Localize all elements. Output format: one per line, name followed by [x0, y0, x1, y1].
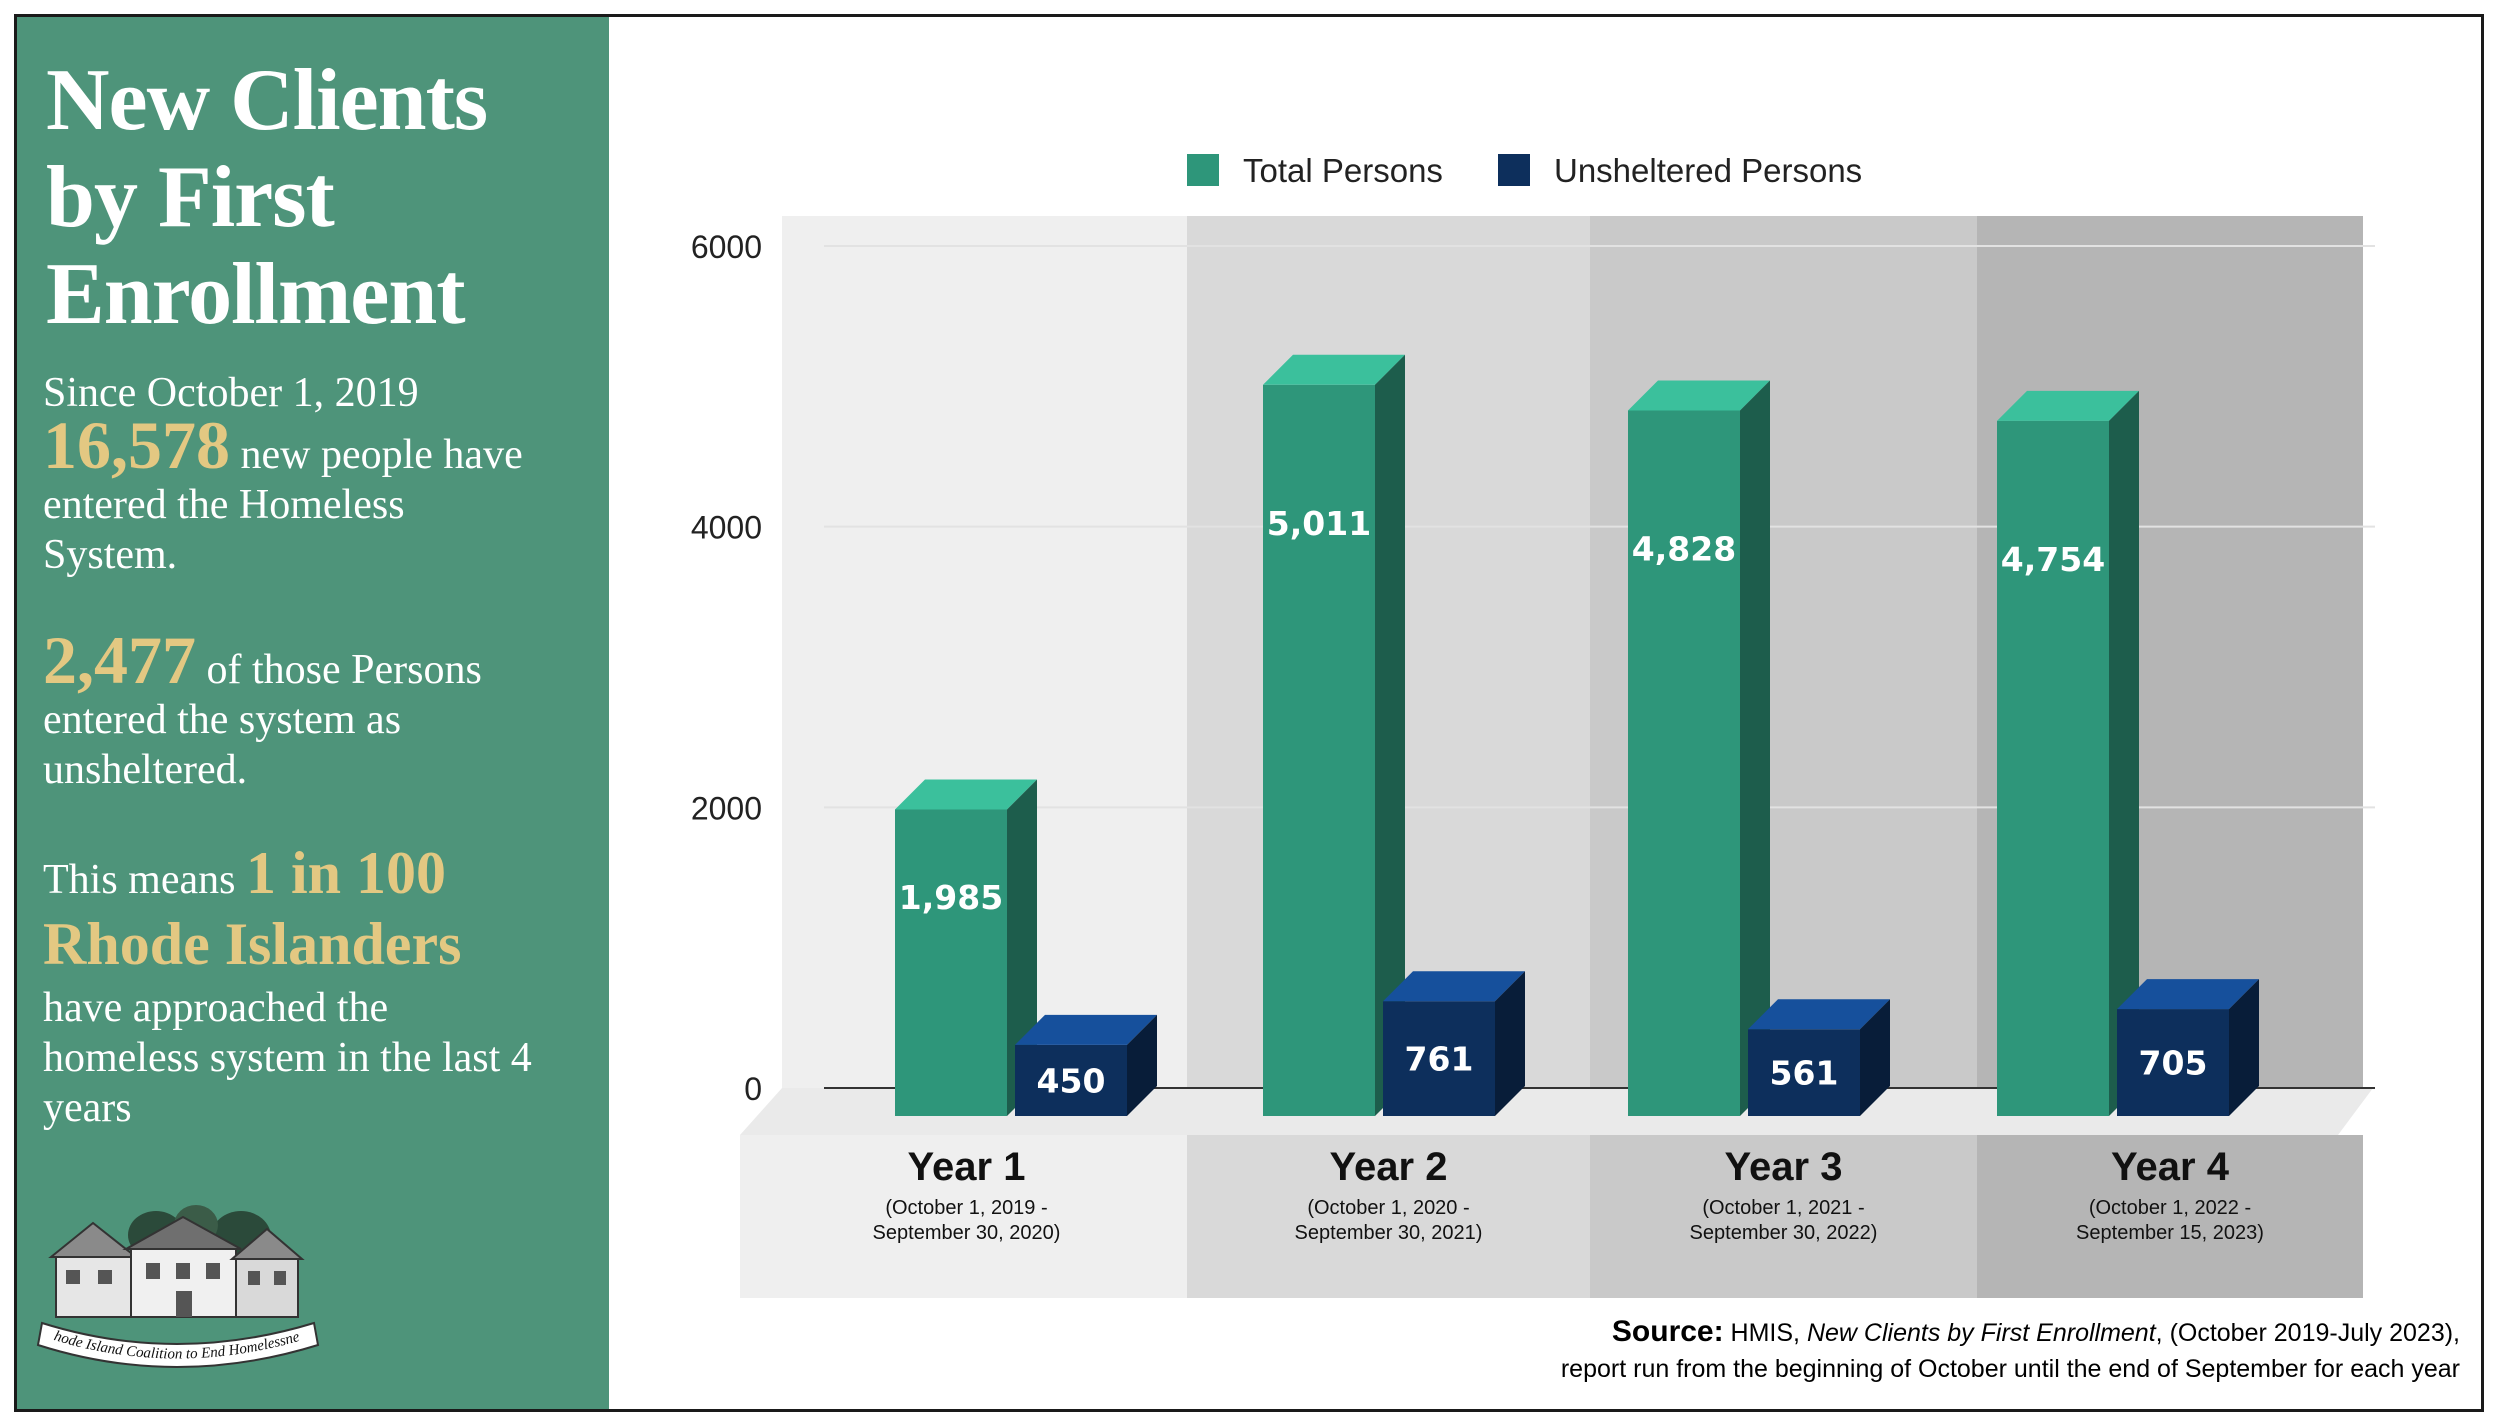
- source-line-2: report run from the beginning of October…: [1560, 1355, 2460, 1383]
- y-tick-label: 0: [744, 1071, 762, 1107]
- stat3-lead: This means: [43, 857, 246, 903]
- x-category-label: Year 1: [908, 1145, 1026, 1189]
- source-text-b: , (October 2019-July 2023),: [2155, 1319, 2460, 1347]
- stat1-text-b: entered the Homeless: [43, 482, 405, 528]
- source-text-a: HMIS,: [1723, 1319, 1807, 1347]
- bar-total-year-1: [895, 809, 1007, 1116]
- since-date-line: Since October 1, 2019: [43, 368, 603, 418]
- label-band-3: [1590, 1135, 1977, 1298]
- x-category-sublabel: (October 1, 2021 -: [1702, 1197, 1864, 1219]
- x-category-sublabel: (October 1, 2019 -: [885, 1197, 1047, 1219]
- since-date: Since October 1, 2019: [43, 370, 419, 416]
- stat1-text-a: new people have: [230, 432, 523, 478]
- bar-top-unsheltered-year-1: [1015, 1014, 1157, 1045]
- x-axis: Year 1 (October 1, 2019 - September 30, 20…: [873, 1145, 2264, 1244]
- summary-panel: [17, 17, 609, 1409]
- stat2-text-c: unsheltered.: [43, 747, 248, 793]
- bar-top-total-year-3: [1628, 380, 1770, 411]
- infographic-title: New Clients by First Enrollment: [46, 52, 488, 343]
- data-label-unsheltered-year-2: 761: [1405, 1040, 1474, 1079]
- source-report-name: New Clients by First Enrollment: [1806, 1319, 2156, 1347]
- bar-side-unsheltered-year-1: [1127, 1014, 1157, 1116]
- x-category-sublabel: (October 1, 2022 -: [2089, 1197, 2251, 1219]
- legend-label-total: Total Persons: [1243, 152, 1443, 189]
- stat3-text-a: have approached the: [43, 985, 389, 1031]
- bar-top-total-year-4: [1997, 390, 2139, 421]
- label-band-4: [1977, 1135, 2363, 1298]
- x-category-sublabel: September 30, 2022): [1690, 1222, 1878, 1244]
- stat-new-people: 16,578 new people have entered the Homele…: [43, 411, 603, 580]
- infographic-frame: [14, 14, 2484, 1412]
- x-category-label: Year 4: [2111, 1145, 2230, 1189]
- stat1-text-c: System.: [43, 532, 178, 578]
- x-category-sublabel: September 15, 2023): [2076, 1222, 2264, 1244]
- data-label-unsheltered-year-3: 561: [1770, 1054, 1839, 1093]
- x-category-sublabel: September 30, 2020): [873, 1222, 1061, 1244]
- data-label-unsheltered-year-4: 705: [2139, 1044, 2208, 1083]
- data-label-total-year-3: 4,828: [1632, 529, 1736, 568]
- data-label-unsheltered-year-1: 450: [1037, 1061, 1106, 1100]
- y-tick-label: 2000: [691, 790, 762, 826]
- source-label: Source:: [1611, 1315, 1724, 1348]
- coalition-logo: Rhode Island Coalition to End Homelessne…: [36, 1195, 320, 1368]
- x-category-sublabel: September 30, 2021): [1295, 1222, 1483, 1244]
- stat-ratio: This means 1 in 100 Rhode Islanders have a…: [43, 843, 603, 1133]
- bar-total-year-3: [1628, 410, 1740, 1116]
- bar-side-unsheltered-year-4: [2229, 979, 2259, 1116]
- label-band-1: [740, 1135, 1187, 1298]
- data-label-total-year-4: 4,754: [2001, 540, 2105, 579]
- x-category-label: Year 3: [1725, 1145, 1843, 1189]
- unsheltered-count: 2,477: [43, 622, 196, 698]
- chart-floor: [740, 1088, 2373, 1135]
- stat-unsheltered: 2,477 of those Persons entered the system…: [43, 626, 603, 795]
- y-axis: 0 2000 4000 6000: [691, 229, 762, 1107]
- x-category-sublabel: (October 1, 2020 -: [1307, 1197, 1469, 1219]
- bar-side-total-year-2: [1375, 354, 1405, 1116]
- stat2-text-b: entered the system as: [43, 697, 402, 743]
- data-label-total-year-1: 1,985: [899, 878, 1003, 917]
- chart-legend: Total Persons Unsheltered Persons: [1187, 152, 1862, 189]
- bar-total-year-4: [1997, 420, 2109, 1116]
- bar-unsheltered-year-2: [1383, 1001, 1495, 1116]
- source-note: Source: HMIS, New Clients by First Enrol…: [1561, 1314, 2460, 1387]
- y-tick-label: 6000: [691, 229, 762, 265]
- legend-swatch-total: [1187, 154, 1219, 186]
- bar-top-unsheltered-year-4: [2117, 979, 2259, 1010]
- y-tick-label: 4000: [691, 510, 762, 546]
- bar-total-year-2: [1263, 384, 1375, 1116]
- label-band-2: [1187, 1135, 1590, 1298]
- legend-label-unsheltered: Unsheltered Persons: [1554, 152, 1862, 189]
- bar-side-total-year-4: [2109, 390, 2139, 1116]
- chart-bars: 1,985 5,011 4,828 4,754 450 761 561 705: [895, 354, 2259, 1116]
- stat3-text-b: homeless system in the last 4: [43, 1035, 532, 1081]
- bar-top-unsheltered-year-3: [1748, 999, 1890, 1030]
- stat3-text-c: years: [43, 1085, 132, 1131]
- bar-unsheltered-year-4: [2117, 1009, 2229, 1116]
- bar-side-unsheltered-year-3: [1860, 999, 1890, 1116]
- legend-swatch-unsheltered: [1498, 154, 1530, 186]
- bar-unsheltered-year-3: [1748, 1029, 1860, 1116]
- bar-chart: 0 2000 4000 6000 1,985 5,011 4,828 4,754 450 761…: [691, 152, 2375, 1298]
- bar-side-unsheltered-year-2: [1495, 971, 1525, 1116]
- bar-unsheltered-year-1: [1015, 1044, 1127, 1116]
- bar-top-unsheltered-year-2: [1383, 971, 1525, 1002]
- new-people-count: 16,578: [43, 407, 230, 483]
- stat2-text-a: of those Persons: [196, 647, 482, 693]
- data-label-total-year-2: 5,011: [1267, 504, 1371, 543]
- ratio-group: Rhode Islanders: [43, 911, 462, 977]
- source-line-1: Source: HMIS, New Clients by First Enrol…: [1561, 1314, 2460, 1351]
- bar-top-total-year-2: [1263, 354, 1405, 385]
- ratio-value: 1 in 100: [245, 840, 447, 906]
- x-category-label: Year 2: [1330, 1145, 1448, 1189]
- bar-top-total-year-1: [895, 779, 1037, 810]
- bar-side-total-year-3: [1740, 380, 1770, 1116]
